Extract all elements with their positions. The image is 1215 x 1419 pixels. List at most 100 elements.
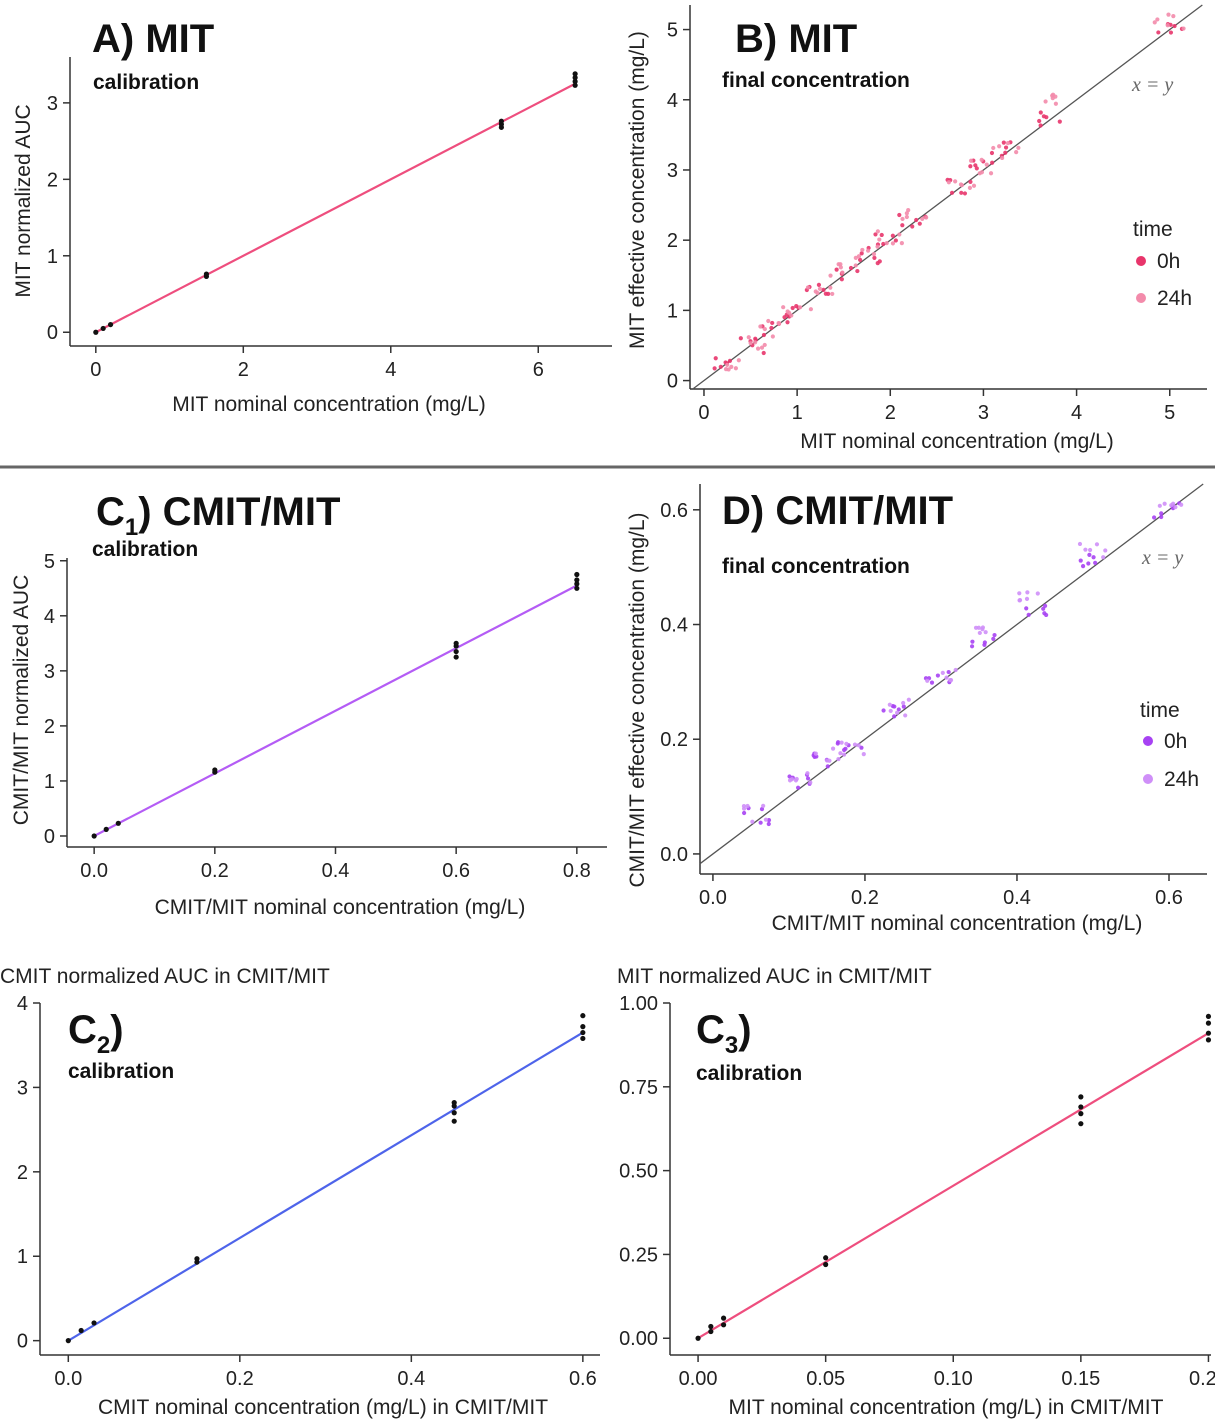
data-point [865,248,871,253]
y-axis-label: CMIT/MIT effective concentration (mg/L) [626,512,649,887]
data-point [746,335,751,340]
data-point [992,632,997,638]
y-tick-label: 5 [44,551,55,573]
data-point [770,334,775,339]
data-point [572,75,578,81]
data-point [848,265,854,271]
data-point [917,221,922,226]
data-point [753,340,758,345]
panel-b: 0 1 2 3 4 5 0 1 2 3 4 5 MIT nominal concentration (m… [626,4,1207,453]
data-point [763,817,769,822]
data-point [1155,17,1160,22]
y-tick-label: 4 [17,993,28,1015]
x-tick-label: 2 [885,402,896,424]
data-point [1181,26,1186,31]
data-point [1024,606,1029,611]
data-point [888,708,893,714]
data-point [759,345,765,350]
data-point [1017,591,1022,596]
data-point [1025,590,1030,595]
data-point [887,702,892,707]
y-tick-label: 1 [667,300,678,322]
y-axis-label: MIT normalized AUC [12,104,35,297]
data-point [453,640,459,646]
x-tick-label: 4 [1071,402,1082,424]
y-tick-label: 0 [667,371,678,393]
data-point [841,752,847,757]
data-point [1080,564,1086,569]
data-point [827,758,832,763]
data-point [914,217,919,223]
data-point [838,262,843,267]
data-point [1159,511,1164,516]
data-point [107,321,114,328]
data-point [859,745,864,750]
x-tick-label: 0.0 [80,860,108,882]
data-point [785,320,790,325]
y-tick-label: 0.6 [660,500,688,522]
legend-swatch [1136,293,1146,303]
y-tick-label: 5 [667,20,678,42]
data-point [580,1024,586,1030]
x-tick-label: 4 [385,359,396,381]
legend-swatch [1143,736,1153,746]
data-point [718,364,723,369]
data-point [805,776,811,781]
data-point [769,325,774,331]
data-point [1057,119,1062,124]
data-point [574,585,580,591]
data-point [834,267,839,272]
data-point [855,268,860,274]
legend-label: 0h [1164,730,1187,753]
data-point [1205,1030,1212,1036]
legend-label: 0h [1157,250,1180,273]
data-point [580,1035,586,1042]
y-tick-label: 4 [667,90,678,112]
data-point [1005,141,1011,146]
data-point [979,157,984,162]
data-point [953,179,958,184]
data-point [770,320,775,326]
data-point [991,145,996,151]
x-tick-label: 0.15 [1061,1368,1100,1390]
y-tick-label: 1 [17,1246,28,1268]
data-point [997,144,1002,149]
data-point [742,810,747,816]
data-point [817,286,823,291]
data-point [727,358,733,363]
y-axis-label: MIT normalized AUC in CMIT/MIT [617,965,932,988]
data-point [794,776,799,782]
data-point [1087,552,1092,557]
data-point [1179,502,1184,507]
data-point [901,700,906,706]
data-point [1165,23,1170,28]
data-point [969,644,975,649]
y-tick-label: 0.2 [660,729,688,751]
data-point [991,636,996,641]
x-tick-label: 0.8 [563,860,591,882]
data-point [890,241,896,246]
data-point [983,630,988,635]
data-point [726,367,731,372]
panel-title: B) MIT [735,17,857,61]
fit-line [67,1031,584,1342]
y-tick-label: 3 [17,1077,28,1099]
x-tick-label: 1 [792,402,803,424]
data-point [899,241,904,246]
y-tick-label: 1.00 [619,993,658,1015]
y-tick-label: 3 [667,160,678,182]
data-point [859,251,864,256]
data-point [875,229,880,234]
data-point [1024,596,1030,601]
data-point [970,639,975,644]
data-point [725,362,730,367]
data-point [872,255,877,260]
data-point [1037,118,1042,124]
data-point [935,673,940,678]
x-tick-label: 0 [698,402,709,424]
data-point [1026,612,1031,617]
legend-title: time [1140,699,1180,722]
data-point [968,164,973,169]
data-point [733,366,738,371]
data-point [823,1255,829,1261]
